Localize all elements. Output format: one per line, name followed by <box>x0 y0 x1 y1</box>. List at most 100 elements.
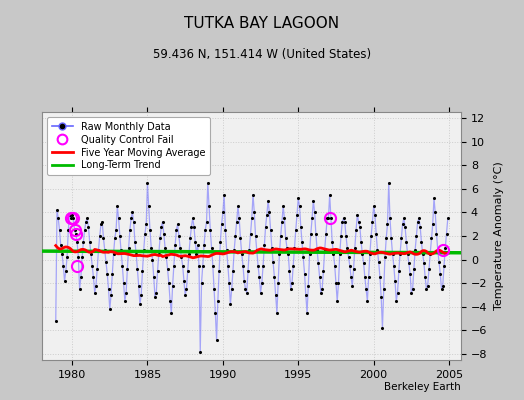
Point <box>92 282 100 289</box>
Point <box>167 310 176 316</box>
Point <box>200 242 208 249</box>
Point <box>402 239 410 245</box>
Point <box>398 221 407 227</box>
Point <box>160 230 168 237</box>
Point <box>269 259 277 265</box>
Point <box>383 221 391 227</box>
Point <box>296 203 304 210</box>
Point <box>226 301 235 308</box>
Point <box>250 209 258 216</box>
Point <box>221 227 230 233</box>
Point <box>72 230 80 237</box>
Point <box>363 298 372 304</box>
Point <box>118 262 126 269</box>
Point <box>358 250 367 257</box>
Point <box>53 207 61 213</box>
Point <box>129 219 138 225</box>
Point <box>56 227 64 233</box>
Point <box>198 280 206 286</box>
Point <box>135 282 143 289</box>
Point <box>396 250 404 257</box>
Point <box>298 239 306 245</box>
Point <box>205 203 213 210</box>
Point <box>318 286 326 292</box>
Point <box>85 239 94 245</box>
Point <box>410 266 418 272</box>
Point <box>389 262 398 269</box>
Point <box>60 278 69 284</box>
Text: TUTKA BAY LAGOON: TUTKA BAY LAGOON <box>184 16 340 31</box>
Point <box>299 254 308 260</box>
Point <box>403 250 412 257</box>
Point <box>97 221 105 227</box>
Point <box>313 247 321 253</box>
Point <box>136 301 144 308</box>
Point <box>427 235 435 242</box>
Point <box>392 298 400 304</box>
Point <box>387 235 396 242</box>
Point <box>350 266 358 272</box>
Point <box>196 348 204 355</box>
Point <box>366 250 374 257</box>
Point <box>130 239 139 245</box>
Point <box>278 219 286 225</box>
Point <box>281 235 290 242</box>
Point <box>381 254 389 260</box>
Point <box>101 247 109 253</box>
Point <box>442 230 451 237</box>
Point <box>252 233 260 239</box>
Point <box>397 235 406 242</box>
Point <box>341 219 349 225</box>
Point <box>199 262 207 269</box>
Point <box>382 235 390 242</box>
Point <box>105 306 114 312</box>
Point <box>277 233 285 239</box>
Point <box>127 215 135 222</box>
Point <box>307 230 315 237</box>
Point <box>243 290 251 296</box>
Point <box>331 262 339 269</box>
Point <box>288 280 296 286</box>
Y-axis label: Temperature Anomaly (°C): Temperature Anomaly (°C) <box>494 162 504 310</box>
Point <box>275 250 283 257</box>
Point <box>103 270 112 277</box>
Point <box>111 235 119 242</box>
Point <box>332 280 340 286</box>
Point <box>170 262 178 269</box>
Point <box>261 223 270 230</box>
Point <box>117 247 125 253</box>
Point <box>342 233 350 239</box>
Point <box>77 274 85 280</box>
Point <box>161 245 169 251</box>
Point <box>343 245 352 251</box>
Point <box>259 262 267 269</box>
Point <box>239 262 247 269</box>
Point <box>147 245 156 251</box>
Point <box>362 286 370 292</box>
Point <box>348 282 356 289</box>
Point <box>94 247 103 253</box>
Point <box>420 260 428 266</box>
Point <box>166 298 174 304</box>
Point <box>334 280 343 286</box>
Point <box>110 250 118 257</box>
Point <box>308 215 316 222</box>
Point <box>328 239 336 245</box>
Point <box>413 219 422 225</box>
Point <box>386 215 394 222</box>
Point <box>274 280 282 286</box>
Point <box>379 286 388 292</box>
Point <box>333 298 342 304</box>
Point <box>294 195 302 202</box>
Point <box>68 212 77 218</box>
Point <box>407 290 416 296</box>
Point <box>211 310 220 316</box>
Point <box>266 227 275 233</box>
Point <box>102 259 110 265</box>
Point <box>212 337 221 343</box>
Point <box>236 235 245 242</box>
Point <box>365 274 373 280</box>
Point <box>440 262 448 269</box>
Point <box>352 227 361 233</box>
Point <box>215 268 223 275</box>
